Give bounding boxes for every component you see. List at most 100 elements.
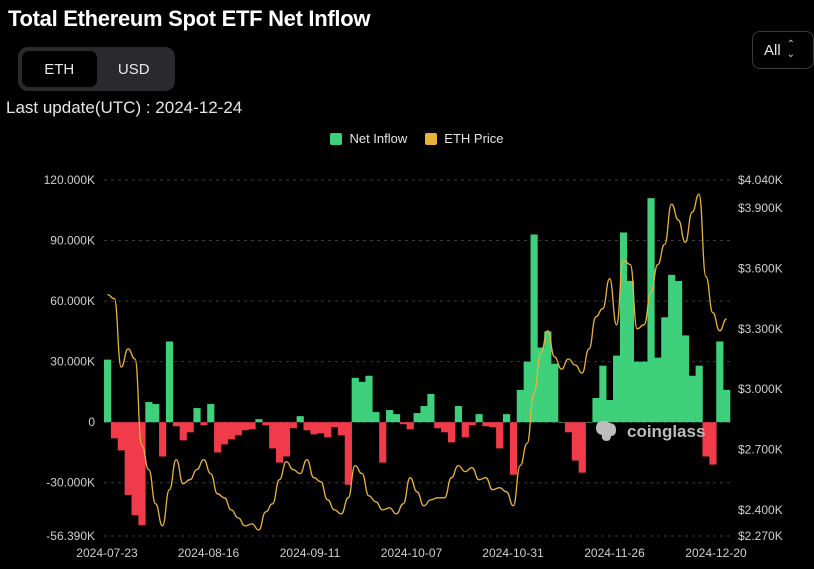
inflow-bar (248, 422, 256, 430)
inflow-bar (551, 363, 559, 423)
inflow-bar (606, 399, 614, 423)
inflow-bar (193, 408, 201, 423)
legend-eth-price[interactable]: ETH Price (425, 131, 504, 146)
inflow-bar (337, 422, 346, 436)
inflow-bar (145, 402, 153, 423)
toggle-usd[interactable]: USD (117, 60, 150, 78)
inflow-bar (723, 389, 731, 423)
inflow-bar (716, 341, 724, 423)
inflow-bar (578, 422, 586, 473)
inflow-bar (165, 341, 174, 423)
y-left-tick-label: 120.000K (44, 173, 95, 187)
inflow-bar (489, 422, 497, 428)
inflow-bar (331, 422, 339, 428)
y-left-tick-label: 30.000K (50, 355, 95, 369)
inflow-bar (262, 422, 270, 426)
y-right-tick-label: $2.270K (738, 529, 783, 543)
inflow-bar (317, 422, 325, 434)
inflow-bar (227, 422, 235, 440)
inflow-bar (654, 357, 662, 423)
inflow-bar (159, 422, 167, 457)
inflow-bar (172, 422, 180, 427)
inflow-bar (468, 422, 476, 426)
watermark: coinglass (596, 420, 705, 441)
left-axis-labels: 120.000K 90.000K 60.000K 30.000K 0 -30.000K -5… (44, 173, 96, 543)
inflow-bar (523, 361, 531, 423)
inflow-bars (104, 198, 731, 526)
inflow-bar (619, 232, 628, 423)
inflow-bar (234, 422, 242, 436)
inflow-bar (647, 198, 655, 423)
inflow-bar (509, 422, 518, 475)
inflow-bar (303, 422, 311, 431)
eth-price-line (107, 193, 727, 531)
inflow-bar (613, 355, 621, 423)
y-right-tick-label: $4.040K (738, 173, 783, 187)
updown-chevron-icon: ⌃ ⌄ (786, 39, 796, 60)
inflow-bar (695, 365, 703, 423)
inflow-bar (592, 397, 600, 423)
inflow-bar (516, 389, 524, 423)
inflow-bar (530, 234, 538, 423)
inflow-bar (365, 375, 373, 423)
inflow-bar (558, 422, 566, 423)
inflow-bar (117, 422, 125, 451)
inflow-bar (104, 359, 112, 423)
inflow-bar (269, 422, 277, 449)
last-update-text: Last update(UTC) : 2024-12-24 (6, 98, 243, 117)
legend-net-inflow[interactable]: Net Inflow (330, 131, 407, 146)
inflow-bar (434, 422, 442, 429)
inflow-bar (379, 422, 387, 463)
inflow-bar (544, 331, 552, 423)
inflow-bar (496, 422, 504, 449)
inflow-bar (661, 317, 669, 423)
y-left-tick-label: -30.000K (46, 476, 95, 490)
inflow-bar (138, 422, 146, 526)
legend-swatch-eth-price (425, 132, 438, 145)
x-tick-label: 2024-08-16 (178, 546, 240, 560)
y-left-tick-label: 90.000K (50, 234, 95, 248)
inflow-bar (324, 422, 332, 438)
x-tick-label: 2024-10-07 (381, 546, 443, 560)
inflow-bar (681, 335, 690, 423)
time-range-value: All (764, 41, 781, 59)
inflow-bar (399, 422, 407, 425)
chart-legend: Net Inflow ETH Price (0, 131, 814, 146)
inflow-bar (351, 377, 359, 423)
inflow-bar (186, 422, 194, 433)
inflow-bar (640, 361, 648, 423)
inflow-bar (482, 422, 490, 427)
inflow-bar (571, 422, 579, 461)
y-right-tick-label: $2.400K (738, 503, 783, 517)
x-tick-label: 2024-10-31 (482, 546, 544, 560)
inflow-bar (275, 422, 284, 463)
inflow-bar (585, 422, 593, 423)
inflow-bar (358, 381, 366, 423)
inflow-bar (709, 422, 717, 465)
x-tick-label: 2024-11-26 (584, 546, 645, 560)
y-right-tick-label: $3.000K (738, 382, 783, 396)
inflow-bar (413, 413, 421, 423)
legend-swatch-net-inflow (330, 132, 343, 145)
y-left-tick-label: 60.000K (50, 294, 95, 308)
y-left-tick-label: -56.390K (46, 529, 95, 543)
page-title: Total Ethereum Spot ETF Net Inflow (8, 6, 371, 31)
inflow-bar (282, 422, 291, 457)
inflow-bar (220, 422, 229, 445)
inflow-bar (124, 422, 132, 495)
toggle-eth[interactable]: ETH (22, 51, 97, 87)
inflow-bar (564, 422, 573, 433)
right-axis-labels: $4.040K $3.900K $3.600K $3.300K $3.000K $2.70… (738, 173, 783, 543)
inflow-bar (392, 414, 401, 423)
x-tick-label: 2024-07-23 (76, 546, 138, 560)
x-tick-label: 2024-09-11 (280, 546, 341, 560)
legend-label-eth-price: ETH Price (444, 131, 504, 146)
inflow-bar (599, 365, 607, 423)
inflow-bar (454, 406, 463, 423)
y-right-tick-label: $3.600K (738, 261, 783, 275)
inflow-bar (344, 422, 352, 485)
legend-label-net-inflow: Net Inflow (349, 131, 408, 146)
y-right-tick-label: $2.700K (738, 443, 783, 457)
y-right-tick-label: $3.900K (738, 201, 783, 215)
